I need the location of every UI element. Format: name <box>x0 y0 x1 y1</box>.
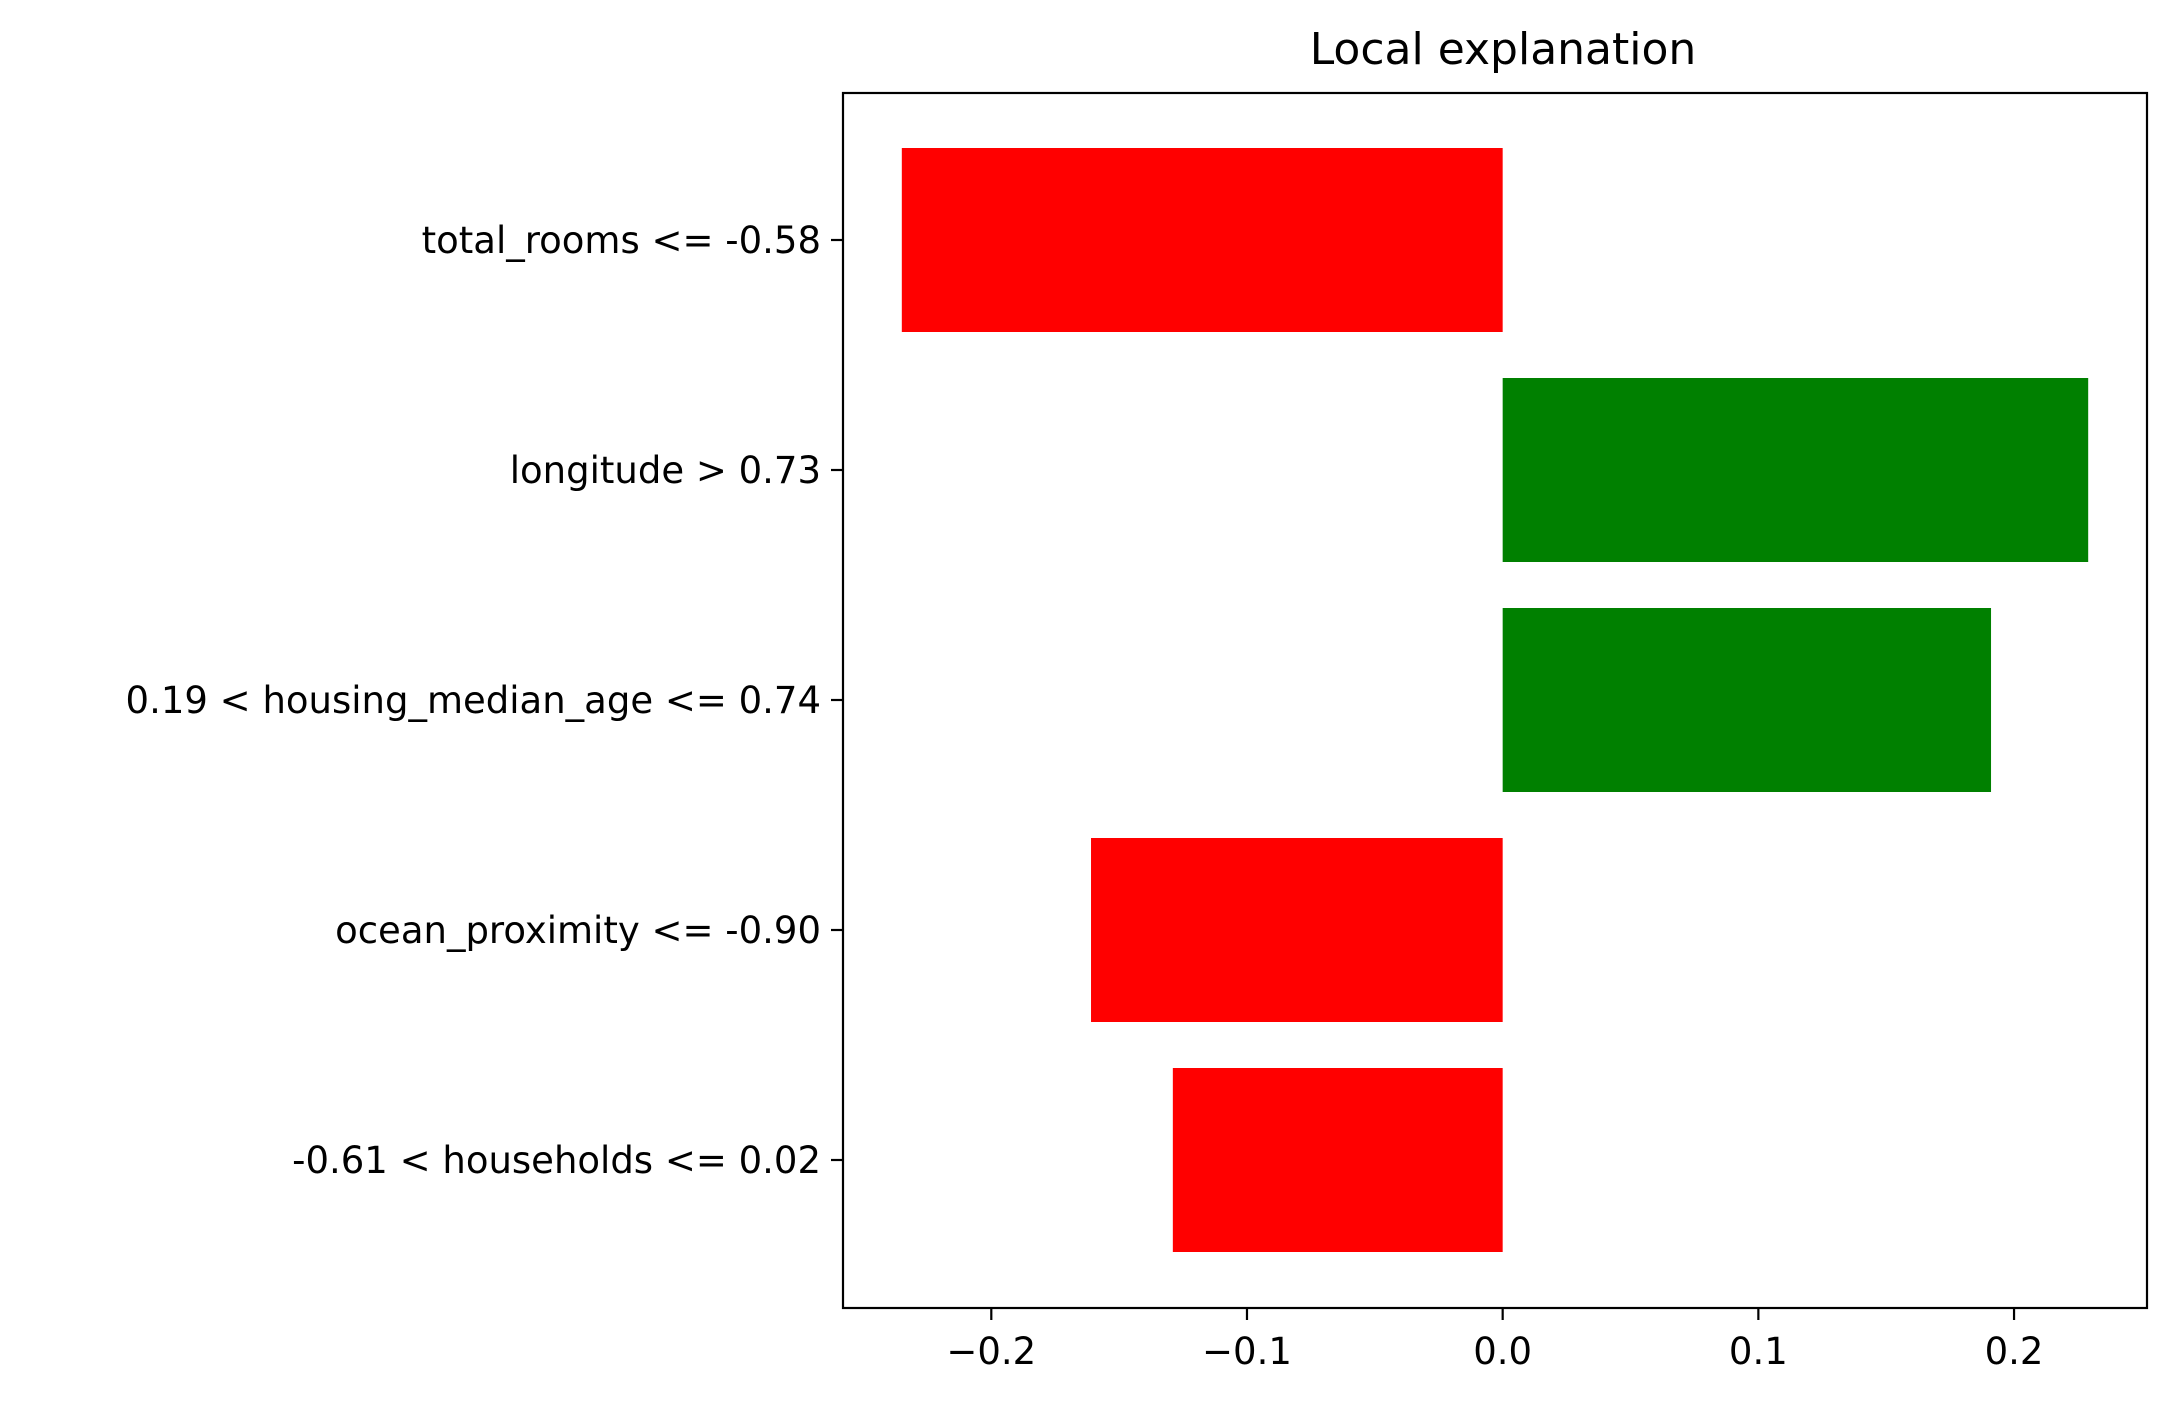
y-axis: total_rooms <= -0.58 longitude > 0.73 0.19… <box>126 219 843 1182</box>
chart-title: Local explanation <box>1310 24 1697 75</box>
x-tick-label: 0.0 <box>1473 1330 1532 1373</box>
x-tick-label: −0.1 <box>1202 1330 1292 1373</box>
x-tick-label: −0.2 <box>946 1330 1036 1373</box>
x-axis: −0.2 −0.1 0.0 0.1 0.2 <box>946 1308 2043 1373</box>
bar <box>1502 378 2089 562</box>
x-tick-label: 0.2 <box>1985 1330 2044 1373</box>
y-tick-label: 0.19 < housing_median_age <= 0.74 <box>126 679 821 722</box>
bars-group <box>901 148 2089 1252</box>
y-tick-label: -0.61 < households <= 0.02 <box>292 1139 821 1182</box>
bar <box>1091 838 1503 1022</box>
bar <box>1172 1068 1503 1252</box>
y-tick-label: total_rooms <= -0.58 <box>422 219 821 262</box>
x-tick-label: 0.1 <box>1729 1330 1788 1373</box>
y-tick-label: longitude > 0.73 <box>510 449 821 492</box>
y-tick-label: ocean_proximity <= -0.90 <box>335 909 821 952</box>
bar <box>901 148 1503 332</box>
bar <box>1502 608 1992 792</box>
